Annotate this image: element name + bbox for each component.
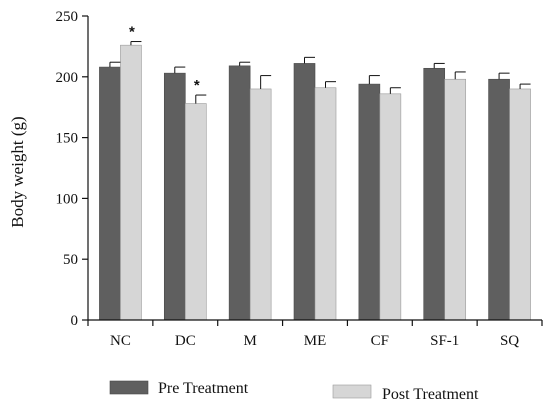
bar-post-treatment-dc [184, 103, 207, 321]
bar-pre-treatment-cf [358, 83, 381, 321]
bar-post-treatment-nc [120, 44, 142, 321]
x-tick-label-nc: NC [110, 333, 131, 349]
legend-swatch-pre-treatment [109, 380, 149, 395]
legend: Pre Treatment Post Treatment [109, 380, 479, 403]
y-tick-label-0: 0 [71, 313, 79, 329]
y-tick-label-250: 250 [56, 9, 79, 25]
legend-label-pre-treatment: Pre Treatment [158, 380, 249, 397]
y-axis-title: Body weight (g) [8, 116, 27, 227]
x-tick-label-me: ME [304, 333, 327, 349]
bar-post-treatment-sq [509, 88, 531, 321]
bars-layer [99, 44, 531, 321]
bar-post-treatment-me [314, 87, 337, 321]
bar-post-treatment-m [249, 88, 272, 321]
legend-swatch-post-treatment [332, 384, 372, 399]
significance-marker-nc: * [129, 24, 135, 41]
bar-pre-treatment-sf-1 [423, 67, 446, 321]
x-tick-label-sq: SQ [500, 333, 519, 349]
error-bars-layer [109, 41, 531, 104]
bar-post-treatment-cf [379, 93, 402, 321]
x-tick-label-dc: DC [175, 333, 196, 349]
y-tick-label-50: 50 [63, 252, 78, 268]
x-tick-label-cf: CF [371, 333, 389, 349]
annotations-layer: ** [129, 24, 200, 95]
bar-post-treatment-sf-1 [444, 78, 467, 321]
axes-layer [87, 16, 542, 321]
bar-pre-treatment-dc [163, 72, 186, 321]
y-tick-label-200: 200 [56, 70, 79, 86]
bar-pre-treatment-sq [488, 78, 510, 321]
bar-pre-treatment-me [293, 63, 316, 321]
significance-marker-dc: * [194, 77, 200, 94]
y-tick-label-100: 100 [56, 191, 79, 207]
bar-pre-treatment-m [228, 65, 251, 321]
x-tick-label-m: M [243, 333, 256, 349]
x-tick-label-sf-1: SF-1 [430, 333, 459, 349]
bar-pre-treatment-nc [99, 66, 121, 321]
y-tick-label-150: 150 [56, 131, 79, 147]
ticks-layer: 0 50 100 150 200 250 NC DC M ME CF SF-1 SQ [56, 9, 543, 349]
legend-label-post-treatment: Post Treatment [382, 386, 479, 403]
